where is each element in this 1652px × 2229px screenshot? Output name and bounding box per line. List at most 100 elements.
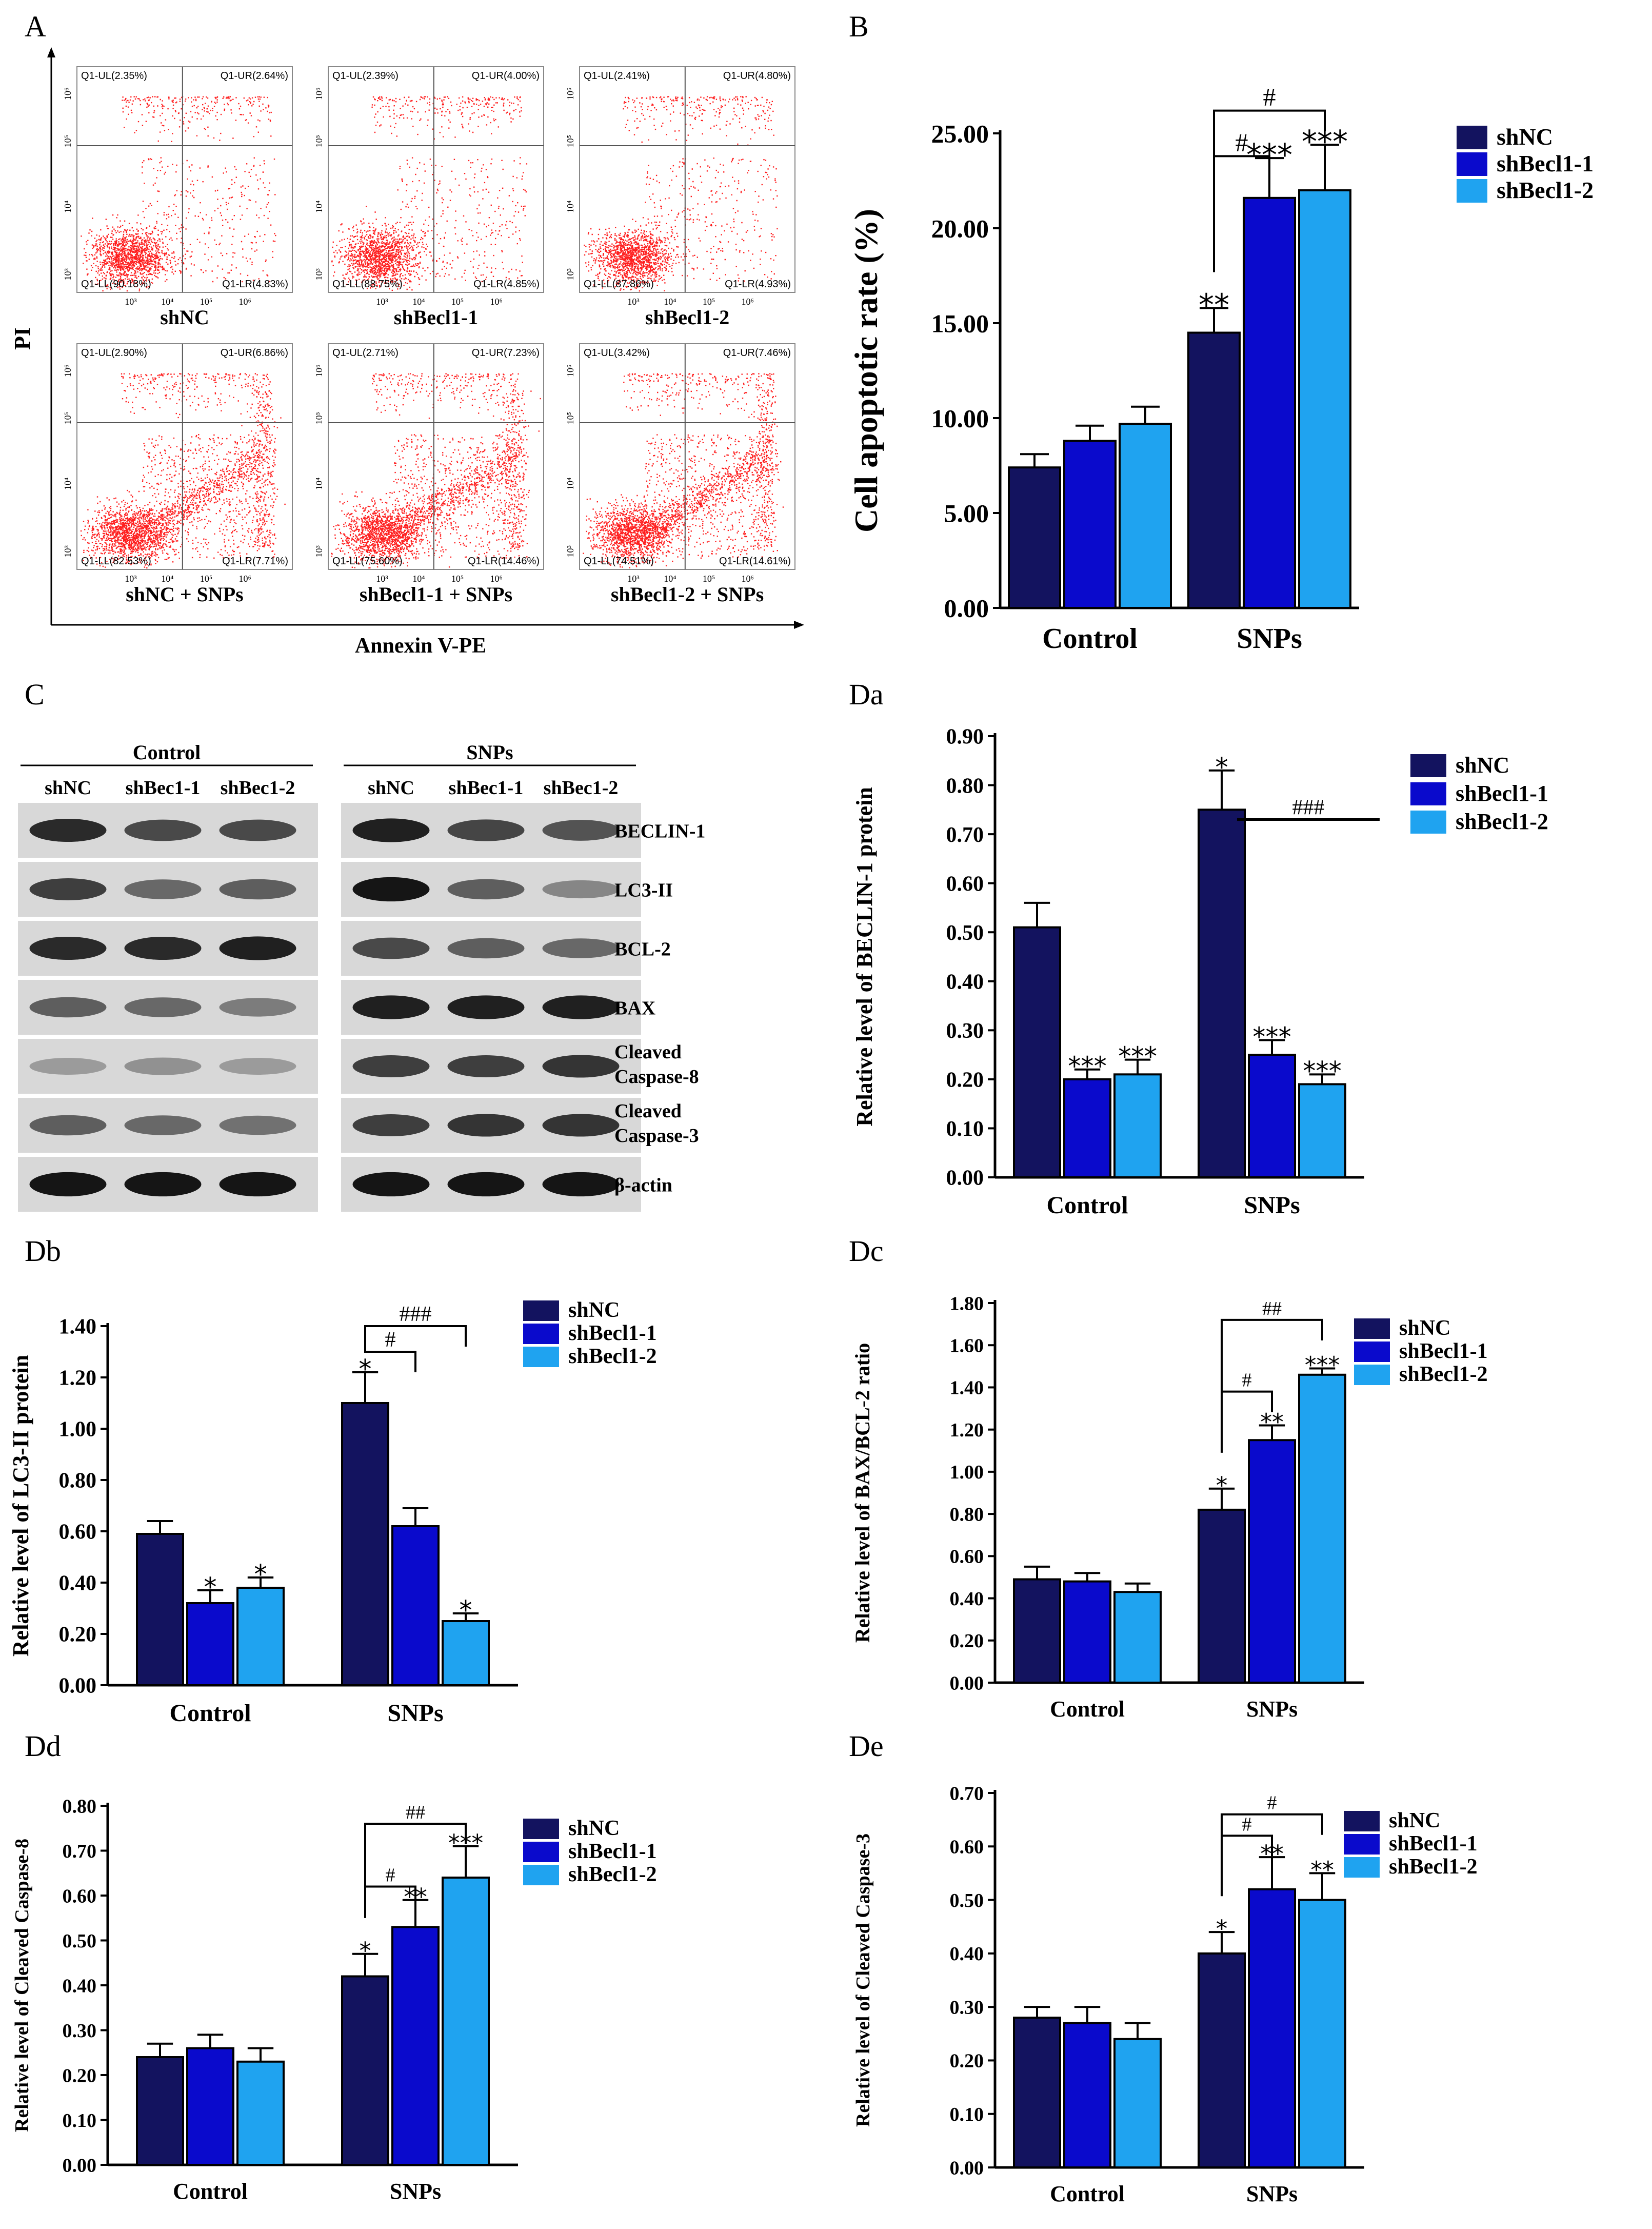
x-category-label: Control xyxy=(1046,1192,1128,1219)
bar-shBecl1-1-Control xyxy=(1063,1580,1111,1684)
comparison-bracket xyxy=(364,1325,467,1347)
flow-plot-title: shNC + SNPs xyxy=(126,583,244,606)
blot-row-label: Cleaved xyxy=(614,1100,682,1122)
bar-shBecl1-2-SNPs xyxy=(442,1620,490,1686)
y-tick-label: 0.00 xyxy=(63,2155,97,2176)
flow-q-lr: Q1-LR(7.71%) xyxy=(222,556,288,567)
bar-shBecl1-2-Control xyxy=(1113,2038,1162,2169)
y-tick-label: 0.10 xyxy=(946,1117,984,1141)
bar-shBecl1-1-SNPs xyxy=(391,1926,440,2166)
bracket-label: ## xyxy=(1262,1298,1282,1319)
blot-band xyxy=(124,1057,202,1075)
y-tick-label: 0.00 xyxy=(950,2157,984,2179)
legend-swatch-shBecl1-1 xyxy=(1410,782,1446,805)
flow-plot-frame xyxy=(579,66,795,293)
blot-band xyxy=(124,1172,202,1197)
blot-band xyxy=(29,1115,107,1136)
y-tick-label: 1.20 xyxy=(59,1367,97,1390)
significance-label: *** xyxy=(1118,1041,1157,1072)
y-tick-label: 0.40 xyxy=(950,1943,984,1965)
blot-band xyxy=(542,995,620,1019)
blot-row-label: BECLIN-1 xyxy=(614,821,705,842)
bar-shNC-SNPs xyxy=(1198,1952,1246,2168)
flow-x-tick: 10⁴ xyxy=(664,574,676,584)
flow-x-tick: 10⁵ xyxy=(200,574,212,584)
y-tick-label: 0.50 xyxy=(946,921,984,945)
y-tick-label: 1.20 xyxy=(950,1419,984,1441)
bracket-label: # xyxy=(386,1865,395,1886)
significance-label: *** xyxy=(1068,1051,1107,1081)
y-tick-label: 1.00 xyxy=(950,1462,984,1483)
y-tick-label: 0.50 xyxy=(950,1890,984,1911)
flow-y-tick: 10⁴ xyxy=(565,478,575,490)
flow-plot-title: shBecl1-2 + SNPs xyxy=(611,583,764,606)
legend-label-shBecl1-2: shBecl1-2 xyxy=(1389,1855,1478,1879)
flow-y-tick: 10³ xyxy=(63,545,73,558)
legend-label-shBecl1-1: shBecl1-1 xyxy=(1399,1339,1488,1363)
blot-lane-label: shNC xyxy=(368,777,414,799)
y-tick-label: 0.20 xyxy=(946,1069,984,1092)
flow-q-ll: Q1-LL(87.86%) xyxy=(584,279,654,290)
legend-label-shBecl1-1: shBecl1-1 xyxy=(1456,781,1548,806)
bar-shBecl1-2-Control xyxy=(1113,1591,1162,1684)
flow-x-tick: 10⁵ xyxy=(703,574,715,584)
bracket-label: ### xyxy=(400,1303,432,1326)
bar-shBecl1-1-Control xyxy=(186,1602,234,1686)
flow-y-tick: 10⁵ xyxy=(314,135,324,147)
x-category-label: Control xyxy=(1042,623,1138,655)
flow-plot-frame xyxy=(328,343,544,570)
flow-q-lr: Q1-LR(4.93%) xyxy=(725,279,791,290)
legend-swatch-shBecl1-2 xyxy=(523,1347,559,1367)
y-tick-label: 0.60 xyxy=(950,1546,984,1568)
flow-x-tick: 10⁵ xyxy=(451,574,464,584)
bracket-label: ## xyxy=(406,1802,425,1823)
panel-label-dd: Dd xyxy=(25,1729,61,1763)
flow-x-tick: 10⁶ xyxy=(238,297,251,307)
chart-db-lc3ii: 0.00 0.20 0.40 0.60 0.80 1.00 1.20 1.40 Relative… xyxy=(8,1298,657,1727)
y-axis-label: Relative level of LC3-II protein xyxy=(8,1355,33,1656)
y-tick-label: 0.70 xyxy=(946,823,984,847)
y-tick-label: 0.40 xyxy=(946,970,984,994)
bar-shBecl1-1-Control xyxy=(186,2047,234,2166)
legend-label-shBecl1-2: shBecl1-2 xyxy=(1399,1363,1488,1386)
blot-band xyxy=(124,819,202,841)
panel-label-dc: Dc xyxy=(849,1234,884,1268)
flow-q-lr: Q1-LR(4.83%) xyxy=(222,279,288,290)
bar-shBecl1-1-Control xyxy=(1063,2022,1111,2169)
flow-q-ul: Q1-UL(3.42%) xyxy=(584,347,650,359)
x-category-label: SNPs xyxy=(1237,623,1302,655)
flow-x-tick: 10⁴ xyxy=(412,574,425,584)
y-tick-label: 0.50 xyxy=(63,1930,97,1952)
bar-shBecl1-1-SNPs xyxy=(391,1525,440,1686)
legend-label-shNC: shNC xyxy=(1399,1316,1450,1340)
legend-label-shBecl1-1: shBecl1-1 xyxy=(1497,150,1594,176)
blot-band xyxy=(542,820,620,841)
bar-shNC-Control xyxy=(136,2056,184,2166)
legend-swatch-shBecl1-2 xyxy=(1410,811,1446,834)
significance-label: * xyxy=(1216,1472,1228,1499)
blot-lane-label: shNC xyxy=(45,777,91,799)
flow-q-ur: Q1-UR(4.80%) xyxy=(723,70,791,82)
blot-band xyxy=(542,1172,620,1197)
panel-label-a: A xyxy=(25,10,46,43)
legend-swatch-shNC xyxy=(1344,1811,1380,1831)
bar-shBecl1-1-SNPs xyxy=(1243,196,1296,609)
flow-y-tick: 10⁶ xyxy=(565,88,575,100)
y-tick-label: 20.00 xyxy=(931,214,989,243)
y-axis-label: Relative level of BAX/BCL-2 ratio xyxy=(851,1343,874,1643)
y-tick-label: 0.70 xyxy=(950,1783,984,1804)
y-tick-label: 0.60 xyxy=(63,1885,97,1907)
flow-y-label: PI xyxy=(10,327,35,350)
flow-x-label: Annexin V-PE xyxy=(355,634,486,658)
y-tick-label: 0.80 xyxy=(59,1469,97,1493)
bracket-label: # xyxy=(1236,128,1248,156)
flow-q-ur: Q1-UR(2.64%) xyxy=(221,70,288,82)
flow-plot-4: Q1-UL(2.90%) Q1-UR(6.86%) Q1-LL(82.53%) Q1-… xyxy=(63,343,293,606)
legend-label-shBecl1-1: shBecl1-1 xyxy=(568,1840,657,1863)
bar-shBecl1-2-SNPs xyxy=(442,1877,490,2166)
bar-shBecl1-2-Control xyxy=(1119,423,1172,609)
flow-plot-title: shBecl1-1 + SNPs xyxy=(360,583,512,606)
flow-x-tick: 10⁴ xyxy=(664,297,676,307)
flow-q-lr: Q1-LR(14.61%) xyxy=(719,556,791,567)
blot-band xyxy=(447,1172,525,1197)
